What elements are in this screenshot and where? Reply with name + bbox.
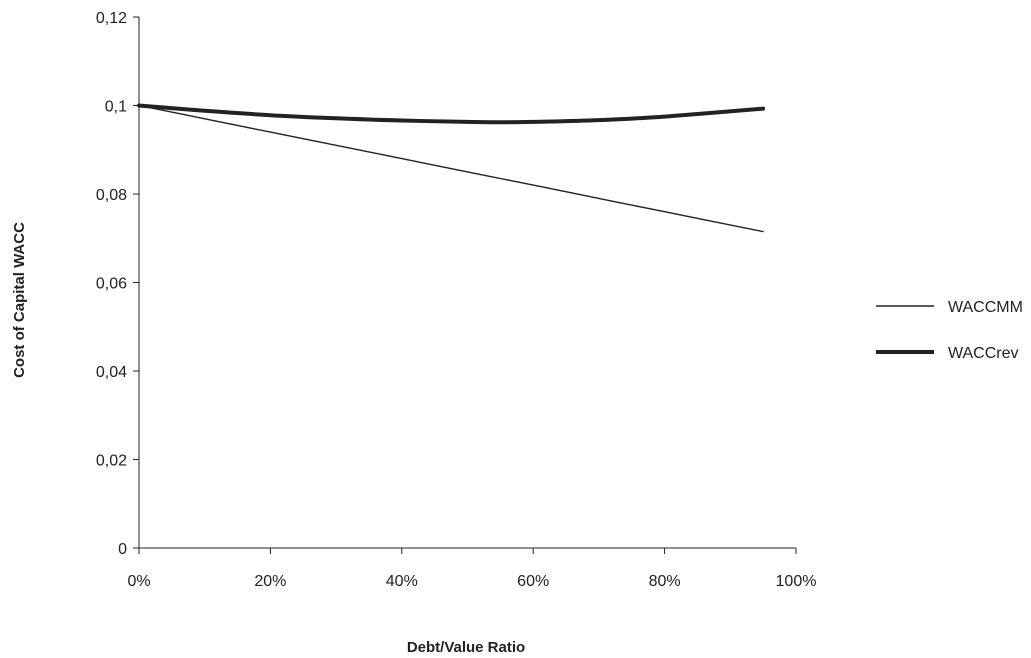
y-tick-label: 0,08 bbox=[96, 187, 127, 204]
x-tick-label: 80% bbox=[649, 573, 681, 590]
legend-label: WACCMM bbox=[948, 299, 1023, 316]
series-line-waccmm bbox=[138, 104, 764, 233]
x-tick-label: 20% bbox=[254, 573, 286, 590]
y-tick-label: 0,04 bbox=[96, 364, 127, 381]
y-tick-label: 0,1 bbox=[105, 99, 127, 116]
x-tick-label: 60% bbox=[517, 573, 549, 590]
y-tick-label: 0,12 bbox=[96, 10, 127, 27]
y-tick-label: 0,06 bbox=[96, 276, 127, 293]
series-layer bbox=[137, 103, 766, 233]
x-axis: 0% 20% 40% 60% 80% 100% bbox=[127, 547, 817, 590]
series-line-waccrev bbox=[137, 103, 766, 125]
legend-label: WACCrev bbox=[948, 345, 1019, 362]
x-axis-title: Debt/Value Ratio bbox=[407, 639, 525, 656]
x-tick-label: 40% bbox=[386, 573, 418, 590]
y-axis-title: Cost of Capital WACC bbox=[11, 222, 28, 378]
legend: WACCMM WACCrev bbox=[876, 299, 1023, 362]
x-tick-label: 100% bbox=[776, 573, 817, 590]
y-tick-label: 0 bbox=[118, 541, 127, 558]
y-axis: 0 0,02 0,04 0,06 0,08 0,1 0,12 bbox=[96, 10, 140, 558]
y-tick-label: 0,02 bbox=[96, 453, 127, 470]
x-tick-label: 0% bbox=[127, 573, 150, 590]
